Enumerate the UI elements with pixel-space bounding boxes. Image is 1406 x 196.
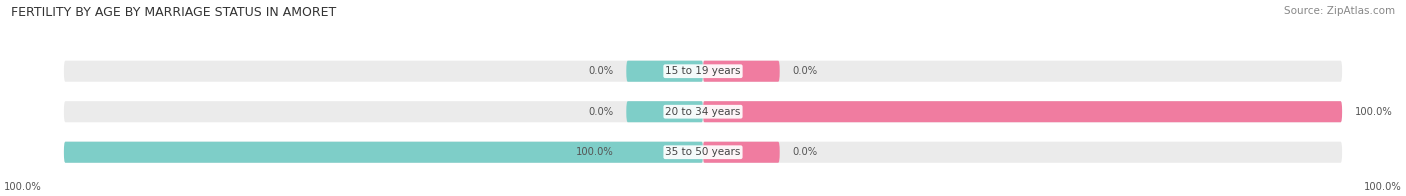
Text: 100.0%: 100.0%: [1364, 182, 1402, 192]
Text: 0.0%: 0.0%: [588, 66, 613, 76]
Text: 15 to 19 years: 15 to 19 years: [665, 66, 741, 76]
Text: 0.0%: 0.0%: [793, 66, 818, 76]
FancyBboxPatch shape: [626, 101, 703, 122]
Text: Source: ZipAtlas.com: Source: ZipAtlas.com: [1284, 6, 1395, 16]
FancyBboxPatch shape: [703, 61, 780, 82]
Text: 100.0%: 100.0%: [4, 182, 42, 192]
Text: 35 to 50 years: 35 to 50 years: [665, 147, 741, 157]
FancyBboxPatch shape: [63, 61, 1343, 82]
Text: 0.0%: 0.0%: [793, 147, 818, 157]
FancyBboxPatch shape: [703, 142, 780, 163]
Text: FERTILITY BY AGE BY MARRIAGE STATUS IN AMORET: FERTILITY BY AGE BY MARRIAGE STATUS IN A…: [11, 6, 336, 19]
Text: 100.0%: 100.0%: [576, 147, 613, 157]
Text: 0.0%: 0.0%: [588, 107, 613, 117]
FancyBboxPatch shape: [63, 101, 1343, 122]
Text: 20 to 34 years: 20 to 34 years: [665, 107, 741, 117]
FancyBboxPatch shape: [63, 142, 1343, 163]
FancyBboxPatch shape: [63, 142, 703, 163]
Text: 100.0%: 100.0%: [1355, 107, 1392, 117]
FancyBboxPatch shape: [703, 101, 1343, 122]
FancyBboxPatch shape: [626, 61, 703, 82]
